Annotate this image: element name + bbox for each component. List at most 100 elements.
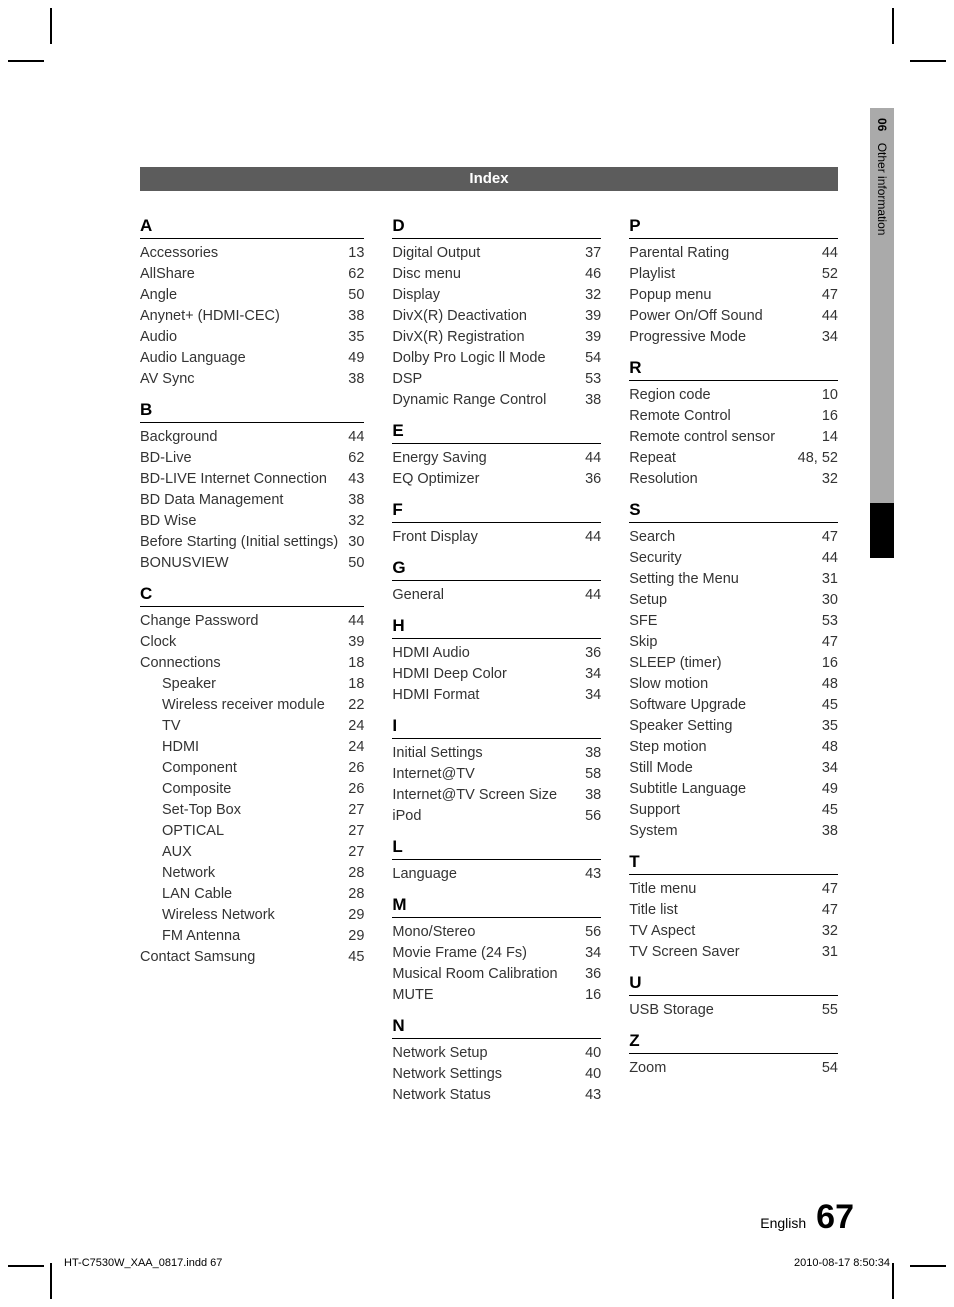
- index-term: Remote Control: [629, 406, 812, 427]
- index-entry: Software Upgrade45: [629, 695, 838, 716]
- section-entries: Network Setup40Network Settings40Network…: [392, 1043, 601, 1106]
- index-entry: AV Sync38: [140, 369, 364, 390]
- section-entries: Title menu47Title list47TV Aspect32TV Sc…: [629, 879, 838, 963]
- index-page-ref: 24: [338, 737, 364, 758]
- index-entry: General44: [392, 585, 601, 606]
- print-info-footer: HT-C7530W_XAA_0817.indd 67 2010-08-17 8:…: [64, 1257, 890, 1269]
- index-page-ref: 54: [812, 1058, 838, 1079]
- index-entry: HDMI Deep Color34: [392, 664, 601, 685]
- index-entry: Playlist52: [629, 264, 838, 285]
- section-side-tab: 06 Other information: [870, 108, 894, 558]
- index-entry: Popup menu47: [629, 285, 838, 306]
- index-entry: Zoom54: [629, 1058, 838, 1079]
- section-letter: U: [629, 973, 838, 996]
- section-entries: Front Display44: [392, 527, 601, 548]
- index-term: Mono/Stereo: [392, 922, 575, 943]
- index-page-ref: 27: [338, 842, 364, 863]
- section-entries: Energy Saving44EQ Optimizer36: [392, 448, 601, 490]
- footer-page-number: 67: [816, 1198, 854, 1237]
- index-page-ref: 53: [575, 369, 601, 390]
- index-entry: BD-Live62: [140, 448, 364, 469]
- section-entries: Accessories13AllShare62Angle50Anynet+ (H…: [140, 243, 364, 390]
- index-page-ref: 38: [575, 785, 601, 806]
- manual-index-page: 06 Other information Index AAccessories1…: [0, 0, 954, 1307]
- index-page-ref: 56: [575, 922, 601, 943]
- index-entry: Composite26: [140, 779, 364, 800]
- index-page-ref: 34: [812, 327, 838, 348]
- index-page-ref: 40: [575, 1064, 601, 1085]
- index-section: SSearch47Security44Setting the Menu31Set…: [629, 500, 838, 842]
- index-page-ref: 31: [812, 942, 838, 963]
- index-entry: Mono/Stereo56: [392, 922, 601, 943]
- crop-mark: [8, 1265, 44, 1267]
- index-page-ref: 47: [812, 527, 838, 548]
- index-page-ref: 56: [575, 806, 601, 827]
- index-page-ref: 62: [338, 448, 364, 469]
- index-term: DSP: [392, 369, 575, 390]
- index-term: Internet@TV: [392, 764, 575, 785]
- index-term: TV Screen Saver: [629, 942, 812, 963]
- page-footer: English 67: [140, 1198, 854, 1237]
- index-entry: USB Storage55: [629, 1000, 838, 1021]
- index-term: Display: [392, 285, 575, 306]
- index-term: DivX(R) Registration: [392, 327, 575, 348]
- index-heading: Index: [140, 167, 838, 191]
- index-term: BD-Live: [140, 448, 338, 469]
- index-page-ref: 44: [812, 243, 838, 264]
- index-term: Accessories: [140, 243, 338, 264]
- index-page-ref: 39: [338, 632, 364, 653]
- index-page-ref: 34: [812, 758, 838, 779]
- index-section: DDigital Output37Disc menu46Display32Div…: [392, 216, 601, 411]
- index-term: LAN Cable: [140, 884, 338, 905]
- crop-mark: [910, 60, 946, 62]
- section-entries: Search47Security44Setting the Menu31Setu…: [629, 527, 838, 842]
- index-entry: Background44: [140, 427, 364, 448]
- index-entry: Internet@TV58: [392, 764, 601, 785]
- index-entry: Search47: [629, 527, 838, 548]
- index-section: ZZoom54: [629, 1031, 838, 1079]
- index-entry: Initial Settings38: [392, 743, 601, 764]
- index-term: Musical Room Calibration: [392, 964, 575, 985]
- index-term: Anynet+ (HDMI-CEC): [140, 306, 338, 327]
- index-term: Wireless receiver module: [140, 695, 338, 716]
- index-page-ref: 38: [575, 390, 601, 411]
- index-page-ref: 62: [338, 264, 364, 285]
- index-entry: EQ Optimizer36: [392, 469, 601, 490]
- index-term: Slow motion: [629, 674, 812, 695]
- section-letter: T: [629, 852, 838, 875]
- index-columns: AAccessories13AllShare62Angle50Anynet+ (…: [140, 216, 838, 1106]
- index-page-ref: 45: [338, 947, 364, 968]
- index-entry: HDMI24: [140, 737, 364, 758]
- crop-mark: [910, 1265, 946, 1267]
- index-page-ref: 35: [812, 716, 838, 737]
- index-entry: Connections18: [140, 653, 364, 674]
- index-entry: Setting the Menu31: [629, 569, 838, 590]
- index-entry: Network Status43: [392, 1085, 601, 1106]
- crop-mark: [50, 1263, 52, 1299]
- index-entry: Before Starting (Initial settings)30: [140, 532, 364, 553]
- section-letter: I: [392, 716, 601, 739]
- index-entry: Support45: [629, 800, 838, 821]
- index-page-ref: 34: [575, 943, 601, 964]
- index-entry: Internet@TV Screen Size38: [392, 785, 601, 806]
- index-term: Component: [140, 758, 338, 779]
- index-page-ref: 24: [338, 716, 364, 737]
- section-letter: D: [392, 216, 601, 239]
- index-entry: Angle50: [140, 285, 364, 306]
- index-entry: Speaker18: [140, 674, 364, 695]
- index-term: BONUSVIEW: [140, 553, 338, 574]
- index-page-ref: 39: [575, 306, 601, 327]
- index-page-ref: 14: [812, 427, 838, 448]
- side-tab-chapter: 06: [875, 118, 889, 131]
- index-term: Before Starting (Initial settings): [140, 532, 338, 553]
- index-term: Title menu: [629, 879, 812, 900]
- index-entry: BONUSVIEW50: [140, 553, 364, 574]
- index-term: Subtitle Language: [629, 779, 812, 800]
- index-entry: TV24: [140, 716, 364, 737]
- section-entries: Parental Rating44Playlist52Popup menu47P…: [629, 243, 838, 348]
- index-section: PParental Rating44Playlist52Popup menu47…: [629, 216, 838, 348]
- index-term: Speaker: [140, 674, 338, 695]
- index-entry: Audio35: [140, 327, 364, 348]
- index-entry: Audio Language49: [140, 348, 364, 369]
- index-column: AAccessories13AllShare62Angle50Anynet+ (…: [140, 216, 364, 1106]
